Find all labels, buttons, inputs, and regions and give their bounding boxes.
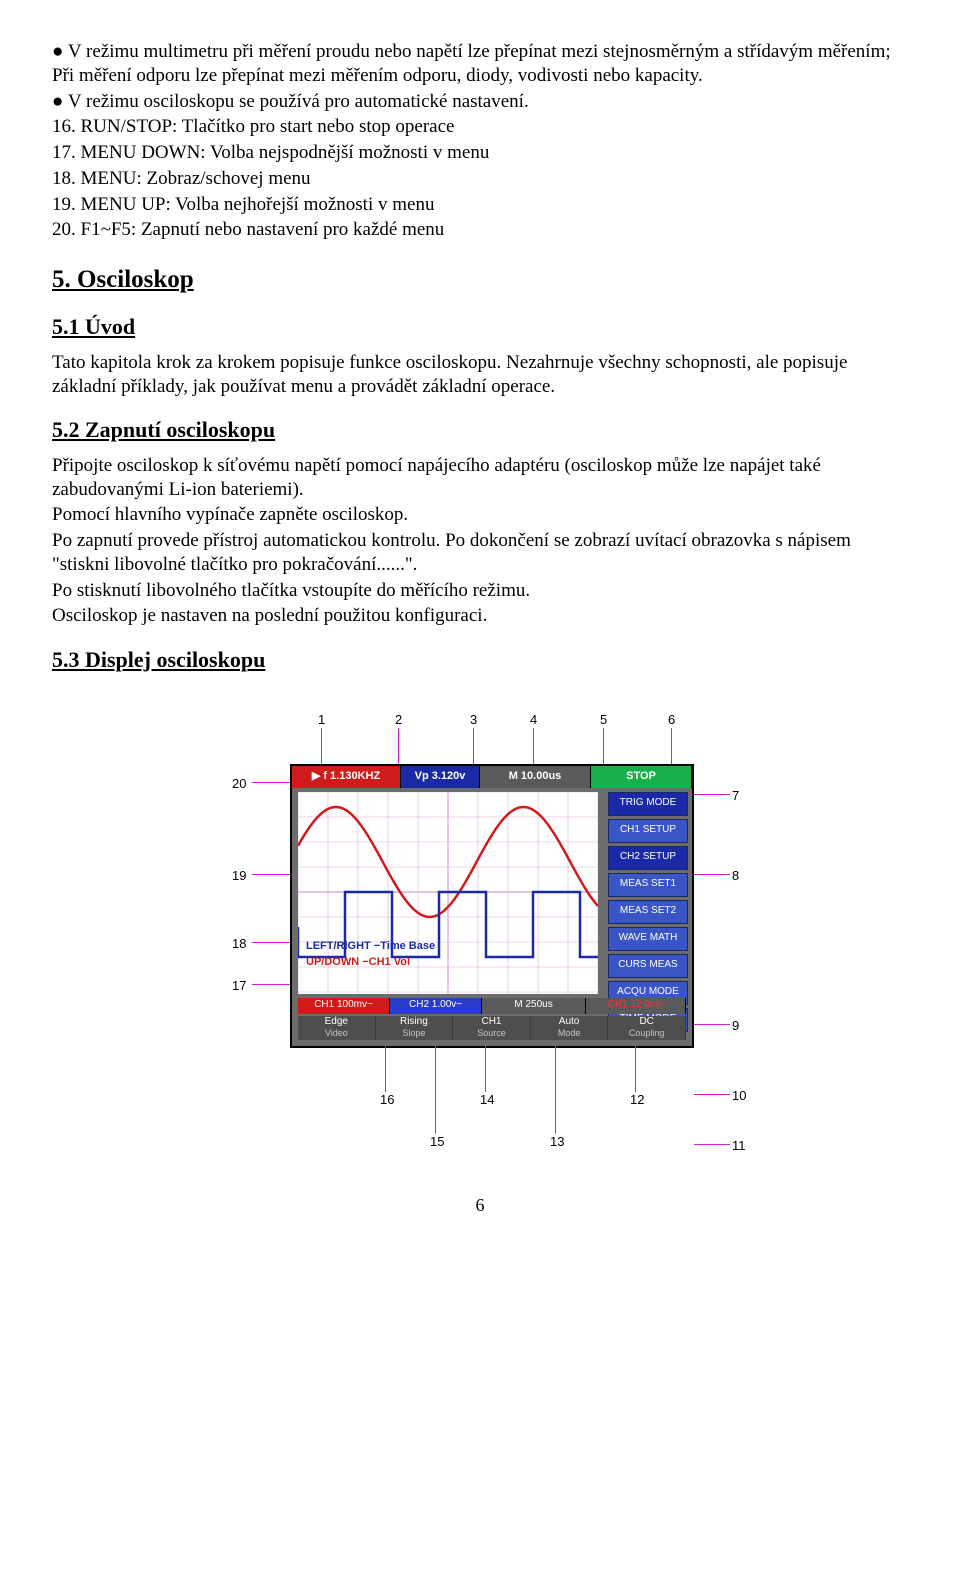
leader-line (694, 1024, 730, 1025)
heading-5-3: 5.3 Displej osciloskopu (52, 646, 908, 674)
callout-14: 14 (480, 1092, 494, 1108)
sidemenu-item: CURS MEAS (608, 954, 688, 978)
para-5-2d: Po stisknutí libovolného tlačítka vstoup… (52, 579, 908, 603)
leader-line (555, 1046, 556, 1134)
topbar-cell: M 10.00us (480, 766, 591, 788)
leader-line (473, 728, 474, 764)
callout-7: 7 (732, 788, 739, 804)
sidemenu-item: WAVE MATH (608, 927, 688, 951)
callout-5: 5 (600, 712, 607, 728)
chbar-cell: CH1 100mv~ (298, 998, 390, 1014)
leader-line (603, 728, 604, 764)
trig-cell: AutoMode (531, 1016, 609, 1040)
para-5-1: Tato kapitola krok za krokem popisuje fu… (52, 351, 908, 399)
para-5-2c: Po zapnutí provede přístroj automatickou… (52, 529, 908, 577)
callout-19: 19 (232, 868, 246, 884)
callout-9: 9 (732, 1018, 739, 1034)
scope-frame: ▶ f 1.130KHZVp 3.120vM 10.00usSTOP LEFT/… (290, 764, 694, 1048)
leader-line (635, 1046, 636, 1092)
callout-17: 17 (232, 978, 246, 994)
page-number: 6 (52, 1194, 908, 1217)
para-5-2e: Osciloskop je nastaven na poslední použi… (52, 604, 908, 628)
sidemenu-item: MEAS SET1 (608, 873, 688, 897)
item-16: 16. RUN/STOP: Tlačítko pro start nebo st… (52, 115, 908, 139)
callout-2: 2 (395, 712, 402, 728)
callout-4: 4 (530, 712, 537, 728)
item-17: 17. MENU DOWN: Volba nejspodnější možnos… (52, 141, 908, 165)
sidemenu-item: MEAS SET2 (608, 900, 688, 924)
leader-line (533, 728, 534, 764)
bullet-osc-auto: ● V režimu osciloskopu se používá pro au… (52, 90, 908, 114)
leader-line (694, 874, 730, 875)
heading-5-1: 5.1 Úvod (52, 313, 908, 341)
scope-trigrow: EdgeVideoRisingSlopeCH1SourceAutoModeDCC… (298, 1016, 686, 1040)
plot-note-1: LEFT/RIGHT −Time Base (306, 940, 435, 954)
sidemenu-item: TRIG MODE (608, 792, 688, 816)
callout-10: 10 (732, 1088, 746, 1104)
callout-12: 12 (630, 1092, 644, 1108)
leader-line (694, 1144, 730, 1145)
heading-5-2: 5.2 Zapnutí osciloskopu (52, 416, 908, 444)
scope-plot: LEFT/RIGHT −Time Base UP/DOWN −CH1 Vol (298, 792, 598, 994)
leader-line (252, 942, 290, 943)
callout-6: 6 (668, 712, 675, 728)
topbar-cell: STOP (591, 766, 692, 788)
leader-line (321, 728, 322, 764)
leader-line (694, 1094, 730, 1095)
topbar-cell: Vp 3.120v (401, 766, 480, 788)
trig-cell: EdgeVideo (298, 1016, 376, 1040)
callout-20: 20 (232, 776, 246, 792)
sidemenu-item: CH2 SETUP (608, 846, 688, 870)
callout-3: 3 (470, 712, 477, 728)
chbar-cell: CH1 12.0mv (586, 998, 686, 1014)
callout-18: 18 (232, 936, 246, 952)
item-19: 19. MENU UP: Volba nejhořejší možnosti v… (52, 193, 908, 217)
leader-line (671, 728, 672, 764)
scope-chbar: CH1 100mv~CH2 1.00v−M 250usCH1 12.0mv (298, 998, 686, 1014)
callout-16: 16 (380, 1092, 394, 1108)
callout-15: 15 (430, 1134, 444, 1150)
scope-topbar: ▶ f 1.130KHZVp 3.120vM 10.00usSTOP (292, 766, 692, 788)
callout-8: 8 (732, 868, 739, 884)
callout-1: 1 (318, 712, 325, 728)
topbar-cell: ▶ f 1.130KHZ (292, 766, 401, 788)
item-20: 20. F1~F5: Zapnutí nebo nastavení pro ka… (52, 218, 908, 242)
leader-line (435, 1046, 436, 1134)
leader-line (252, 984, 290, 985)
chbar-cell: M 250us (482, 998, 586, 1014)
leader-line (252, 782, 290, 783)
sidemenu-item: CH1 SETUP (608, 819, 688, 843)
leader-line (252, 874, 290, 875)
leader-line (694, 794, 730, 795)
item-18: 18. MENU: Zobraz/schovej menu (52, 167, 908, 191)
heading-5: 5. Osciloskop (52, 264, 908, 295)
bullet-multimeter: ● V režimu multimetru při měření proudu … (52, 40, 908, 88)
trig-cell: RisingSlope (376, 1016, 454, 1040)
callout-11: 11 (732, 1138, 746, 1154)
callout-13: 13 (550, 1134, 564, 1150)
leader-line (398, 728, 399, 764)
trig-cell: DCCoupling (608, 1016, 686, 1040)
plot-note-2: UP/DOWN −CH1 Vol (306, 956, 410, 970)
leader-line (385, 1046, 386, 1092)
oscilloscope-figure: ▶ f 1.130KHZVp 3.120vM 10.00usSTOP LEFT/… (170, 694, 790, 1164)
para-5-2a: Připojte osciloskop k síťovému napětí po… (52, 454, 908, 502)
chbar-cell: CH2 1.00v− (390, 998, 482, 1014)
para-5-2b: Pomocí hlavního vypínače zapněte oscilos… (52, 503, 908, 527)
trig-cell: CH1Source (453, 1016, 531, 1040)
leader-line (485, 1046, 486, 1092)
